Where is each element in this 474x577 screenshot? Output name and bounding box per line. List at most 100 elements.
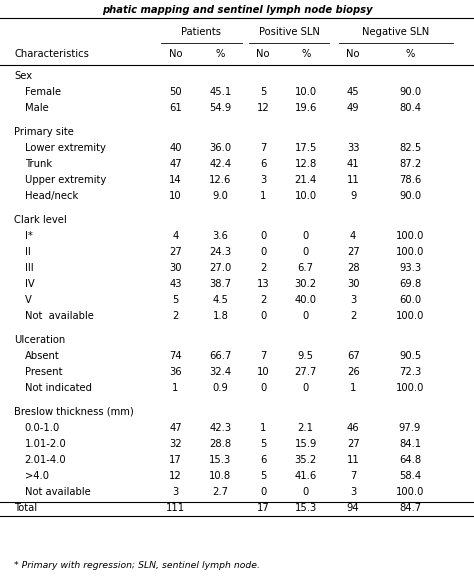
Text: 2.1: 2.1 xyxy=(298,423,314,433)
Text: 10.8: 10.8 xyxy=(210,471,231,481)
Text: 0: 0 xyxy=(260,383,266,393)
Text: 19.6: 19.6 xyxy=(294,103,317,113)
Text: 1: 1 xyxy=(260,191,266,201)
Text: 10: 10 xyxy=(169,191,182,201)
Text: 0: 0 xyxy=(302,487,309,497)
Text: 17.5: 17.5 xyxy=(294,143,317,153)
Text: 21.4: 21.4 xyxy=(295,175,317,185)
Text: * Primary with regression; SLN, sentinel lymph node.: * Primary with regression; SLN, sentinel… xyxy=(14,561,260,571)
Text: %: % xyxy=(301,49,310,59)
Text: 60.0: 60.0 xyxy=(399,295,421,305)
Text: 15.3: 15.3 xyxy=(210,455,231,465)
Text: 90.0: 90.0 xyxy=(399,191,421,201)
Text: No: No xyxy=(256,49,270,59)
Text: III: III xyxy=(25,263,33,273)
Text: 1: 1 xyxy=(260,423,266,433)
Text: 41.6: 41.6 xyxy=(295,471,317,481)
Text: 3: 3 xyxy=(350,487,356,497)
Text: IV: IV xyxy=(25,279,35,289)
Text: 4.5: 4.5 xyxy=(212,295,228,305)
Text: 10.0: 10.0 xyxy=(295,87,317,97)
Text: 111: 111 xyxy=(166,503,185,513)
Text: 5: 5 xyxy=(260,471,266,481)
Text: No: No xyxy=(169,49,182,59)
Text: 46: 46 xyxy=(347,423,359,433)
Text: 67: 67 xyxy=(347,351,359,361)
Text: 7: 7 xyxy=(350,471,356,481)
Text: 27.0: 27.0 xyxy=(210,263,231,273)
Text: 69.8: 69.8 xyxy=(399,279,421,289)
Text: 80.4: 80.4 xyxy=(399,103,421,113)
Text: 15.9: 15.9 xyxy=(294,439,317,449)
Text: 2: 2 xyxy=(172,311,179,321)
Text: Negative SLN: Negative SLN xyxy=(362,27,429,37)
Text: 3.6: 3.6 xyxy=(212,231,228,241)
Text: >4.0: >4.0 xyxy=(25,471,49,481)
Text: Clark level: Clark level xyxy=(14,215,67,225)
Text: 0: 0 xyxy=(302,311,309,321)
Text: Patients: Patients xyxy=(182,27,221,37)
Text: 9: 9 xyxy=(350,191,356,201)
Text: 0: 0 xyxy=(260,231,266,241)
Text: 33: 33 xyxy=(347,143,359,153)
Text: 0.9: 0.9 xyxy=(212,383,228,393)
Text: 2.7: 2.7 xyxy=(212,487,228,497)
Text: 12: 12 xyxy=(169,471,182,481)
Text: Upper extremity: Upper extremity xyxy=(25,175,106,185)
Text: 47: 47 xyxy=(169,159,182,169)
Text: Primary site: Primary site xyxy=(14,127,74,137)
Text: 0: 0 xyxy=(302,247,309,257)
Text: Not  available: Not available xyxy=(25,311,93,321)
Text: 61: 61 xyxy=(169,103,182,113)
Text: 12.8: 12.8 xyxy=(295,159,317,169)
Text: 30: 30 xyxy=(169,263,182,273)
Text: 7: 7 xyxy=(260,351,266,361)
Text: 0: 0 xyxy=(260,487,266,497)
Text: 47: 47 xyxy=(169,423,182,433)
Text: 0.0-1.0: 0.0-1.0 xyxy=(25,423,60,433)
Text: %: % xyxy=(405,49,415,59)
Text: Sex: Sex xyxy=(14,71,32,81)
Text: %: % xyxy=(216,49,225,59)
Text: 9.5: 9.5 xyxy=(298,351,314,361)
Text: 100.0: 100.0 xyxy=(396,311,424,321)
Text: 0: 0 xyxy=(260,247,266,257)
Text: 17: 17 xyxy=(257,503,269,513)
Text: 3: 3 xyxy=(260,175,266,185)
Text: 26: 26 xyxy=(347,367,359,377)
Text: 4: 4 xyxy=(350,231,356,241)
Text: 5: 5 xyxy=(260,439,266,449)
Text: 4: 4 xyxy=(172,231,179,241)
Text: 30: 30 xyxy=(347,279,359,289)
Text: 17: 17 xyxy=(169,455,182,465)
Text: 1.8: 1.8 xyxy=(212,311,228,321)
Text: 12.6: 12.6 xyxy=(209,175,232,185)
Text: 58.4: 58.4 xyxy=(399,471,421,481)
Text: 9.0: 9.0 xyxy=(212,191,228,201)
Text: I*: I* xyxy=(25,231,33,241)
Text: Female: Female xyxy=(25,87,61,97)
Text: No: No xyxy=(346,49,360,59)
Text: 6: 6 xyxy=(260,455,266,465)
Text: 28: 28 xyxy=(347,263,359,273)
Text: 43: 43 xyxy=(169,279,182,289)
Text: 87.2: 87.2 xyxy=(399,159,421,169)
Text: 10.0: 10.0 xyxy=(295,191,317,201)
Text: 41: 41 xyxy=(347,159,359,169)
Text: 36: 36 xyxy=(169,367,182,377)
Text: 0: 0 xyxy=(260,311,266,321)
Text: 100.0: 100.0 xyxy=(396,247,424,257)
Text: 84.7: 84.7 xyxy=(399,503,421,513)
Text: 90.5: 90.5 xyxy=(399,351,421,361)
Text: 0: 0 xyxy=(302,231,309,241)
Text: 27.7: 27.7 xyxy=(294,367,317,377)
Text: Total: Total xyxy=(14,503,37,513)
Text: 78.6: 78.6 xyxy=(399,175,421,185)
Text: 72.3: 72.3 xyxy=(399,367,421,377)
Text: Ulceration: Ulceration xyxy=(14,335,65,345)
Text: 54.9: 54.9 xyxy=(210,103,231,113)
Text: 64.8: 64.8 xyxy=(399,455,421,465)
Text: 32.4: 32.4 xyxy=(210,367,231,377)
Text: 100.0: 100.0 xyxy=(396,231,424,241)
Text: Positive SLN: Positive SLN xyxy=(259,27,319,37)
